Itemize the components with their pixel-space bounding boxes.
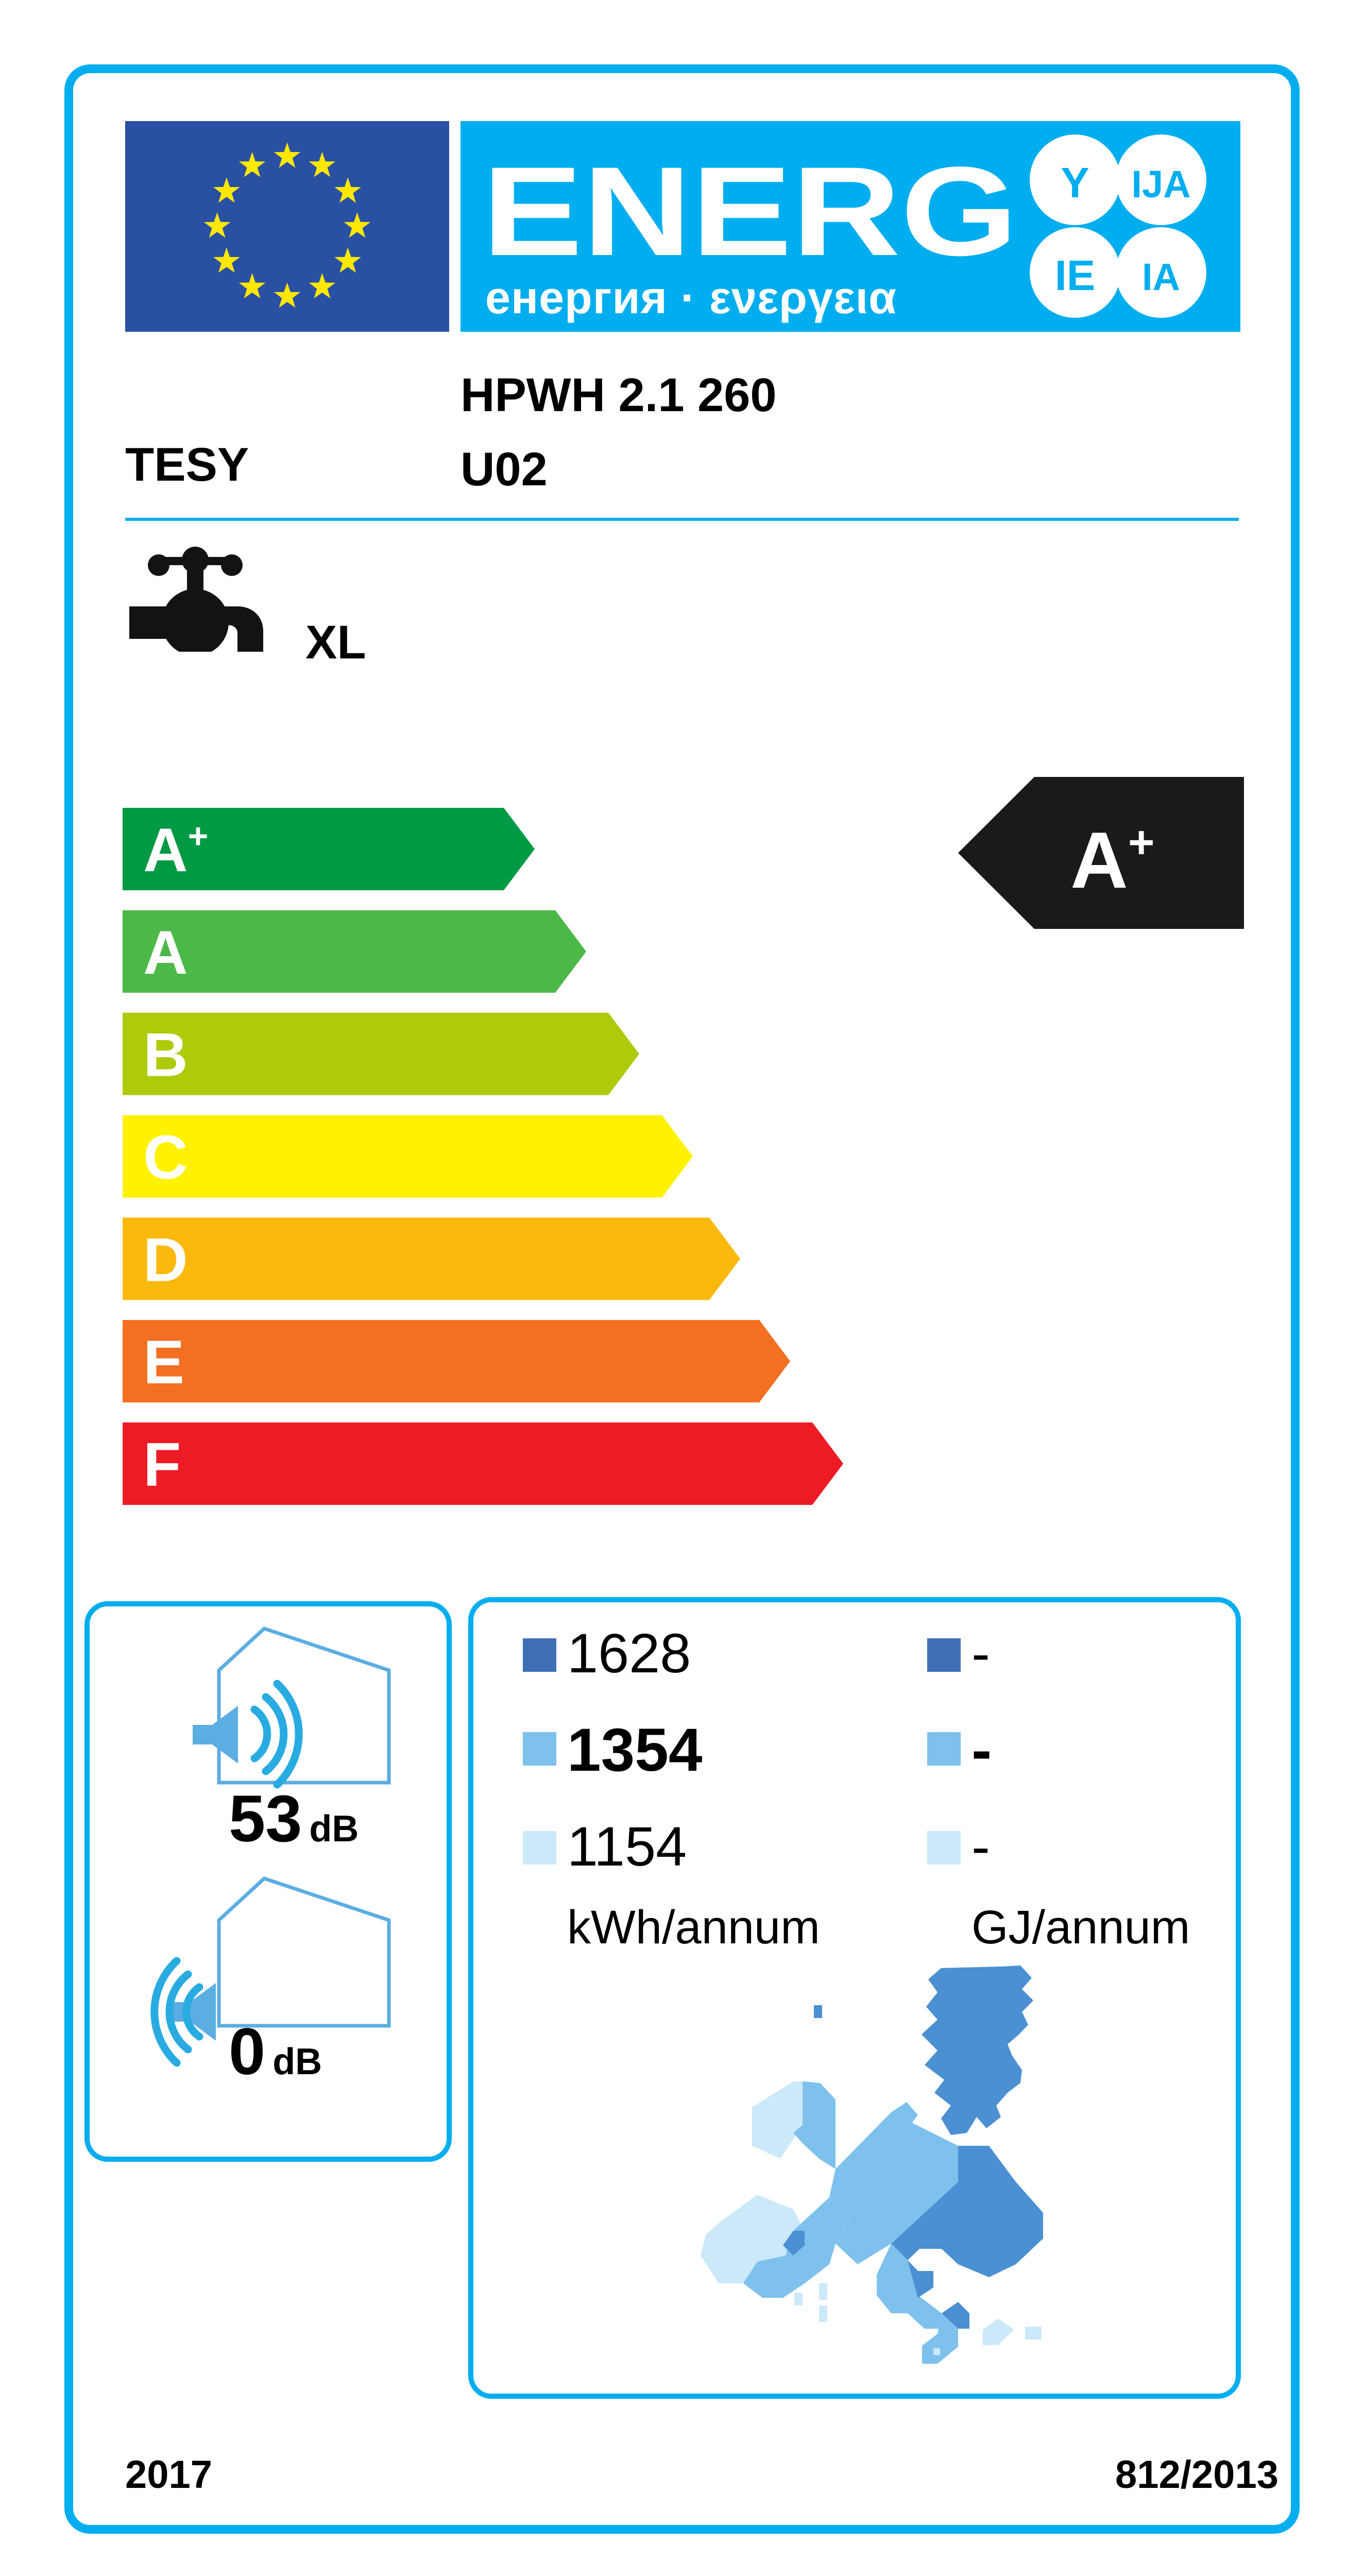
svg-text:Y: Y xyxy=(1061,159,1089,207)
svg-text:IE: IE xyxy=(1055,251,1095,299)
svg-text:-: - xyxy=(971,1815,990,1877)
svg-text:енергия · ενεργεια: енергия · ενεργεια xyxy=(485,272,897,323)
svg-text:F: F xyxy=(143,1430,181,1499)
svg-text:ENERG: ENERG xyxy=(482,141,1018,282)
svg-text:1154: 1154 xyxy=(567,1815,687,1877)
svg-text:-: - xyxy=(971,1622,990,1684)
svg-text:C: C xyxy=(143,1123,188,1192)
svg-text:IJA: IJA xyxy=(1131,163,1190,206)
svg-text:1354: 1354 xyxy=(567,1716,703,1784)
svg-text:IA: IA xyxy=(1142,256,1180,298)
svg-text:B: B xyxy=(143,1021,188,1090)
svg-text:1628: 1628 xyxy=(567,1622,691,1684)
svg-text:-: - xyxy=(971,1716,992,1784)
svg-text:E: E xyxy=(143,1328,184,1397)
svg-text:D: D xyxy=(143,1225,188,1294)
svg-text:A: A xyxy=(143,918,188,987)
